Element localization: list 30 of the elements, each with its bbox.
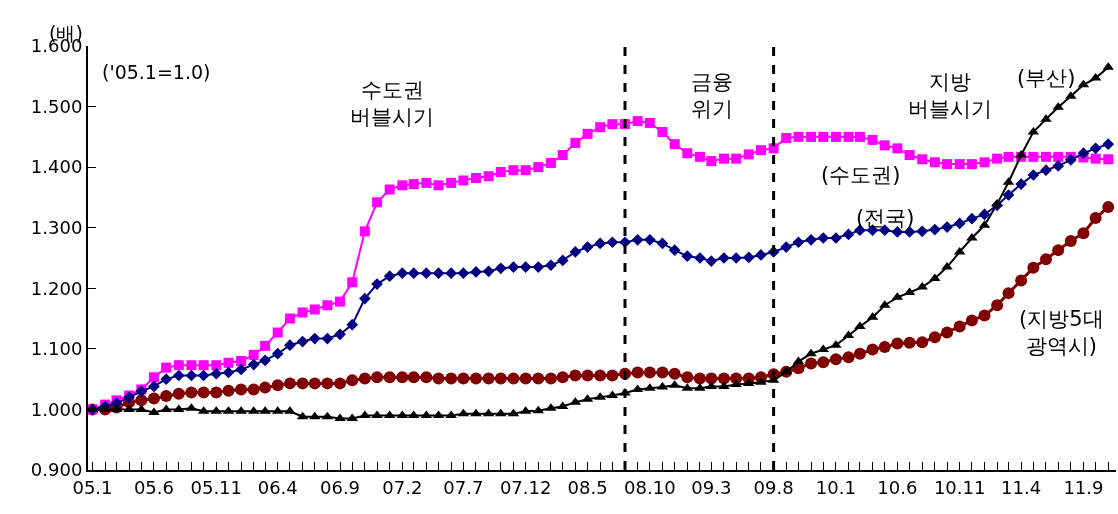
annotation: 수도권 버블시기: [350, 78, 434, 130]
y-tick-label: 1.400: [30, 156, 83, 178]
x-tick-label: 10.11: [933, 476, 986, 498]
y-tick-label: 1.200: [30, 277, 83, 299]
x-tick-label: 09.3: [691, 476, 732, 498]
x-tick-label: 07.12: [499, 476, 552, 498]
series-label: (부산): [1017, 66, 1076, 90]
x-tick-label: 06.9: [319, 476, 361, 498]
y-tick-label: 1.100: [30, 338, 83, 360]
x-tick-label: 08.5: [567, 476, 608, 498]
annotation: 지방 버블시기: [908, 70, 992, 122]
x-tick-label: 05.6: [133, 476, 174, 498]
annotation: 금융 위기: [691, 70, 733, 122]
x-tick-label: 05.11: [190, 476, 243, 498]
x-tick-label: 10.1: [815, 476, 856, 498]
x-tick-label: 07.2: [382, 476, 423, 498]
x-tick-label: 08.10: [624, 476, 676, 498]
series-label: (수도권): [821, 163, 901, 187]
y-tick-label: 1.300: [30, 217, 83, 239]
x-tick-label: 10.6: [877, 476, 918, 498]
annotation: ('05.1=1.0): [102, 61, 211, 83]
x-tick-label: 06.4: [257, 476, 298, 498]
x-tick-label: 07.7: [443, 476, 484, 498]
x-tick-label: 11.4: [1001, 476, 1042, 498]
y-tick-label: 1.000: [30, 398, 83, 420]
y-tick-label: 1.500: [30, 95, 83, 117]
x-tick-label: 09.8: [753, 476, 794, 498]
series-label: (지방5대 광역시): [1019, 307, 1104, 359]
series-label: (전국): [856, 206, 915, 230]
x-tick-label: 11.9: [1063, 476, 1104, 498]
